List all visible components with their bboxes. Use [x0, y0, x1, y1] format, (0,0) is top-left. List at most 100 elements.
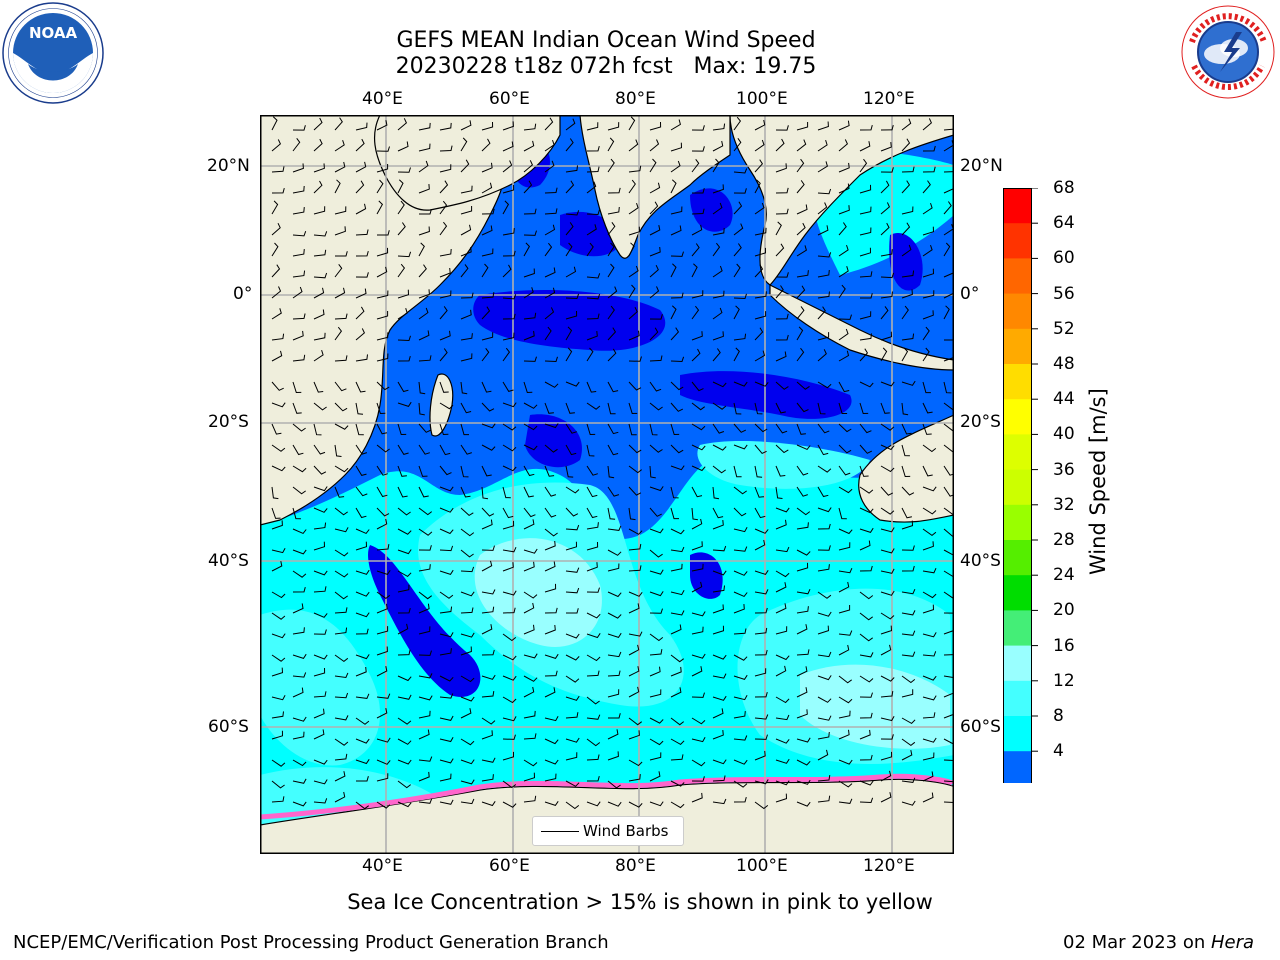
- wind-barb: [754, 444, 767, 455]
- wind-barb: [922, 290, 935, 299]
- wind-barb: [670, 486, 679, 499]
- wind-barb: [502, 465, 517, 472]
- wind-barb: [754, 539, 766, 551]
- wind-barb: [859, 158, 868, 173]
- wind-barb: [712, 545, 727, 552]
- wind-barb: [418, 545, 432, 551]
- wind-barb: [922, 604, 935, 614]
- wind-barb: [922, 507, 937, 515]
- wind-barb: [628, 631, 643, 637]
- wind-barb: [460, 549, 474, 558]
- wind-barb: [943, 625, 954, 635]
- wind-barb: [313, 465, 327, 475]
- wind-barb: [607, 222, 616, 236]
- wind-barb: [376, 423, 388, 435]
- wind-barb: [565, 222, 574, 236]
- wind-barb: [670, 119, 681, 131]
- wind-barb: [544, 583, 557, 593]
- wind-barb: [586, 166, 600, 173]
- wind-barb: [334, 527, 349, 533]
- wind-barb: [628, 165, 642, 173]
- wind-barb: [355, 801, 369, 810]
- wind-barb: [607, 242, 615, 257]
- wind-barb: [607, 402, 616, 415]
- wind-barb: [355, 666, 367, 677]
- wind-barb: [460, 566, 475, 573]
- wind-barb: [607, 549, 622, 556]
- wind-barb: [523, 140, 535, 152]
- wind-barb: [880, 568, 895, 574]
- wind-barb: [502, 734, 516, 740]
- wind-barb: [880, 202, 891, 215]
- wind-barb: [796, 465, 809, 476]
- wind-barb: [586, 381, 597, 393]
- wind-barb: [649, 139, 660, 152]
- wind-barb: [313, 691, 327, 698]
- colorbar-band: [1003, 680, 1032, 717]
- wind-barb: [544, 540, 556, 551]
- lat-label-left-20s: 20°S: [208, 412, 249, 432]
- wind-barb: [397, 335, 411, 342]
- wind-barb: [692, 187, 705, 194]
- wind-barb: [565, 524, 580, 531]
- wind-barb: [796, 423, 806, 435]
- wind-barb: [901, 507, 912, 519]
- wind-barb: [649, 423, 658, 436]
- wind-barb: [460, 486, 471, 498]
- wind-barb: [943, 612, 954, 614]
- wind-barb: [733, 402, 742, 415]
- wind-barb: [859, 675, 874, 683]
- wind-barb: [922, 632, 937, 638]
- wind-barb: [376, 507, 390, 517]
- wind-barb: [313, 667, 326, 677]
- wind-barb: [313, 423, 322, 436]
- wind-barb: [796, 245, 807, 257]
- wind-barb: [901, 520, 914, 530]
- wind-barb: [754, 589, 769, 595]
- wind-barb: [712, 520, 724, 530]
- wind-barb: [460, 591, 475, 597]
- wind-barb: [859, 333, 872, 341]
- wind-barb: [775, 402, 786, 414]
- wind-barb: [376, 381, 390, 391]
- wind-barb: [418, 160, 429, 173]
- wind-barb: [271, 200, 279, 215]
- wind-barb: [334, 226, 346, 236]
- wind-barb: [544, 224, 556, 236]
- wind-barb: [649, 528, 664, 534]
- wind-barb: [817, 696, 832, 703]
- wind-barb: [544, 507, 557, 518]
- wind-barb: [271, 402, 286, 408]
- wind-barb: [313, 729, 325, 740]
- wind-barb: [754, 750, 766, 761]
- wind-barb: [439, 180, 449, 194]
- wind-barb: [355, 272, 369, 278]
- wind-barb: [838, 567, 853, 574]
- wind-barb: [880, 423, 895, 431]
- wind-barb: [901, 166, 915, 173]
- wind-barb: [271, 222, 281, 236]
- wind-barb: [460, 309, 472, 320]
- wind-barb: [859, 754, 873, 761]
- wind-barb: [271, 286, 282, 299]
- wind-barb: [523, 507, 536, 518]
- wind-barb: [817, 349, 827, 362]
- wind-barb: [481, 332, 494, 341]
- wind-barb: [754, 264, 764, 278]
- wind-barb: [712, 331, 724, 341]
- wind-barb: [901, 777, 916, 783]
- wind-barb: [733, 347, 740, 362]
- wind-barb: [775, 519, 787, 530]
- wind-barb: [733, 486, 747, 495]
- wind-barb: [775, 465, 786, 477]
- wind-barb: [271, 486, 279, 500]
- wind-barb: [292, 486, 306, 495]
- wind-barb: [313, 586, 327, 593]
- wind-barb: [586, 562, 598, 572]
- wind-barb: [880, 507, 895, 515]
- wind-barb: [355, 612, 370, 618]
- lat-label-left-20n: 20°N: [207, 156, 250, 176]
- wind-barb: [565, 654, 580, 661]
- wind-barb: [313, 402, 327, 411]
- wind-barb: [481, 444, 496, 451]
